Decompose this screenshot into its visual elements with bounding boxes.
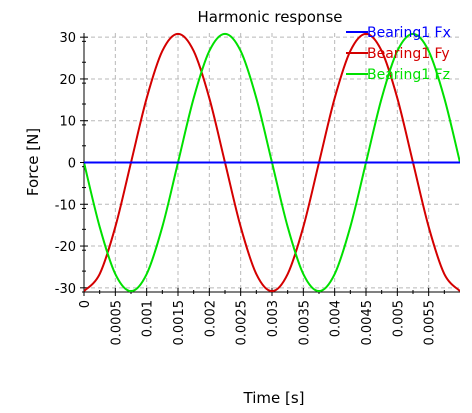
y-axis-label: Force [N] xyxy=(24,128,42,196)
legend-item: Bearing1 Fz xyxy=(346,67,450,83)
y-tick-label: 30 xyxy=(59,31,76,46)
legend: Bearing1 Fx Bearing1 Fy Bearing1 Fz xyxy=(346,25,451,83)
x-tick-label: 0.005 xyxy=(391,300,406,337)
x-tick-label: 0.002 xyxy=(203,300,218,337)
x-tick-label: 0.0005 xyxy=(109,300,124,346)
axes: -30 -20 -10 0 10 20 30 0 0.0005 0.001 0.0015 0.002 0… xyxy=(55,31,460,346)
y-tick-label: 0 xyxy=(68,157,76,172)
x-tick-label: 0.0055 xyxy=(423,300,438,346)
series-line-bearing1-fy xyxy=(84,32,460,293)
x-tick-label: 0.0015 xyxy=(172,300,187,346)
x-tick-label: 0.004 xyxy=(329,300,344,337)
legend-item: Bearing1 Fy xyxy=(346,46,450,62)
legend-item: Bearing1 Fx xyxy=(346,25,451,41)
x-tick-label: 0 xyxy=(78,300,93,308)
y-tick-label: -30 xyxy=(55,282,76,297)
legend-label: Bearing1 Fz xyxy=(367,67,450,83)
y-tick-label: 20 xyxy=(59,73,76,88)
legend-label: Bearing1 Fy xyxy=(367,46,450,62)
chart-title: Harmonic response xyxy=(198,8,343,26)
x-tick-label: 0.001 xyxy=(141,300,156,337)
x-tick-label: 0.003 xyxy=(266,300,281,337)
x-tick-label: 0.0025 xyxy=(235,300,250,346)
y-tick-label: -10 xyxy=(55,198,76,213)
legend-label: Bearing1 Fx xyxy=(367,25,451,41)
y-tick-label: -20 xyxy=(55,240,76,255)
series-lines xyxy=(84,32,460,293)
x-axis-label: Time [s] xyxy=(243,389,305,407)
x-tick-label: 0.0035 xyxy=(297,300,312,346)
y-tick-label: 10 xyxy=(59,115,76,130)
x-tick-label: 0.0045 xyxy=(360,300,375,346)
